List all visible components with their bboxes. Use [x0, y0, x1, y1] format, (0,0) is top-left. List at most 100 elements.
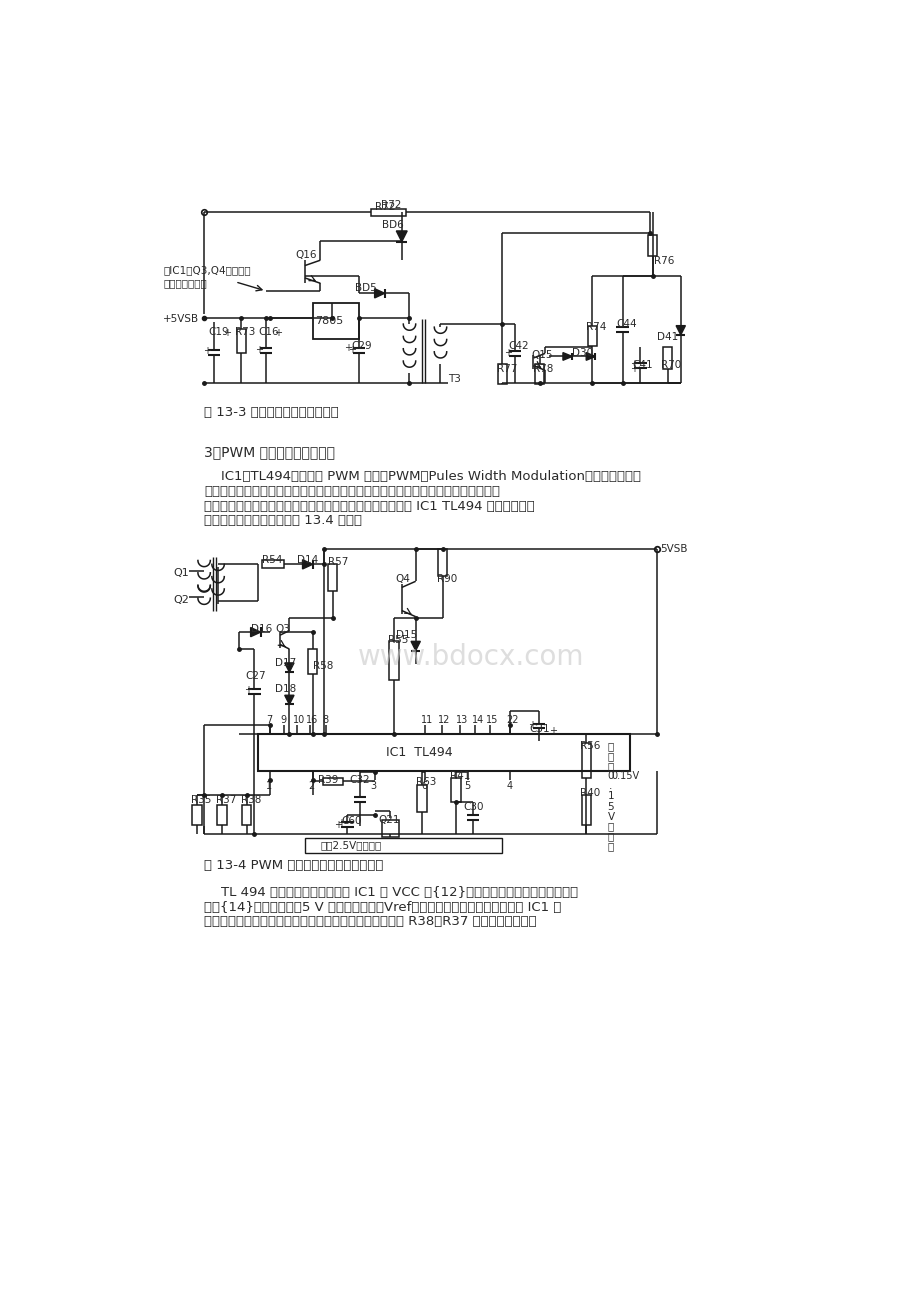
Bar — [648, 234, 657, 256]
Text: D15: D15 — [396, 630, 417, 639]
Polygon shape — [675, 326, 685, 335]
Text: 15: 15 — [486, 715, 498, 725]
Bar — [308, 648, 317, 673]
Bar — [262, 560, 284, 568]
Text: R72: R72 — [380, 201, 401, 210]
Bar — [312, 302, 358, 340]
Text: +: + — [336, 818, 345, 828]
Text: 及推动组件供电: 及推动组件供电 — [163, 277, 207, 288]
Text: 7805: 7805 — [314, 315, 343, 326]
Text: www.bdocx.com: www.bdocx.com — [357, 643, 584, 671]
Text: D30: D30 — [572, 348, 593, 358]
Bar — [328, 564, 337, 591]
Text: +: + — [244, 685, 252, 695]
Text: Q16: Q16 — [295, 250, 317, 260]
Text: C19: C19 — [208, 327, 229, 337]
Text: 约: 约 — [607, 762, 614, 772]
Bar — [581, 743, 590, 777]
Text: +: + — [334, 820, 342, 829]
Bar — [497, 365, 506, 384]
Polygon shape — [284, 663, 294, 672]
Polygon shape — [562, 353, 572, 361]
Text: .: . — [608, 781, 612, 792]
Text: D17: D17 — [275, 659, 296, 668]
Text: R54: R54 — [262, 555, 282, 565]
Text: 向IC1及Q3,Q4脉宽调制: 向IC1及Q3,Q4脉宽调制 — [163, 266, 250, 276]
Text: 12: 12 — [437, 715, 450, 725]
Text: C31: C31 — [529, 724, 550, 734]
Text: T3: T3 — [448, 374, 460, 384]
Text: 建: 建 — [607, 741, 614, 751]
Text: +: + — [344, 344, 351, 353]
Polygon shape — [250, 628, 260, 637]
Text: C16: C16 — [258, 327, 278, 337]
Text: 4: 4 — [505, 781, 512, 790]
Text: Q2: Q2 — [173, 595, 188, 605]
Text: BD6: BD6 — [382, 220, 403, 230]
Text: R90: R90 — [437, 574, 457, 585]
Text: C27: C27 — [245, 671, 266, 681]
Text: C29: C29 — [351, 341, 371, 352]
Text: 建立2.5V基准电平: 建立2.5V基准电平 — [320, 840, 381, 850]
Text: C60: C60 — [341, 816, 361, 827]
Text: Q1: Q1 — [173, 568, 188, 578]
Text: 1: 1 — [607, 792, 614, 802]
Text: 电: 电 — [607, 832, 614, 841]
Text: D18: D18 — [275, 684, 296, 694]
Text: 2: 2 — [309, 781, 314, 790]
Text: +: + — [274, 328, 281, 339]
Bar — [451, 779, 460, 802]
Text: R41: R41 — [449, 771, 470, 781]
Text: C32: C32 — [348, 775, 369, 785]
Text: R74: R74 — [585, 322, 606, 332]
Text: 5: 5 — [463, 781, 470, 790]
Text: C30: C30 — [463, 802, 483, 811]
Text: +: + — [203, 346, 211, 357]
Text: IC1  TL494: IC1 TL494 — [386, 746, 452, 759]
Text: 6: 6 — [421, 781, 426, 790]
Text: +: + — [549, 727, 556, 736]
Bar — [236, 329, 245, 353]
Text: R35: R35 — [191, 796, 211, 806]
Bar — [663, 348, 672, 368]
Bar — [389, 642, 398, 680]
Bar — [217, 805, 226, 824]
Text: R57: R57 — [328, 557, 348, 566]
Text: Q21: Q21 — [378, 815, 400, 824]
Polygon shape — [374, 289, 384, 298]
Text: 平: 平 — [607, 841, 614, 852]
Text: 13: 13 — [456, 715, 468, 725]
Text: +: + — [630, 365, 638, 374]
Bar — [370, 208, 405, 216]
Bar — [587, 326, 596, 345]
Text: TL 494 的简单工作原理是：当 IC1 的 VCC 端{12}脚得电后，部基准电源即从其输: TL 494 的简单工作原理是：当 IC1 的 VCC 端{12}脚得电后，部基… — [204, 887, 578, 900]
Text: 路，其功能是检测输出直流电压，与基准电压比较，进行放大，控制振荡器的脉冲宽: 路，其功能是检测输出直流电压，与基准电压比较，进行放大，控制振荡器的脉冲宽 — [204, 486, 500, 499]
Polygon shape — [284, 695, 294, 704]
Text: C41: C41 — [632, 359, 652, 370]
Text: 3、PWM 脉宽调制及推动电路: 3、PWM 脉宽调制及推动电路 — [204, 445, 335, 460]
Text: 度，从而控制推挽开关电路以保持输出电压的稳定，主要由 IC1 TL494 及周围元件组: 度，从而控制推挽开关电路以保持输出电压的稳定，主要由 IC1 TL494 及周围… — [204, 500, 534, 513]
Text: Q4: Q4 — [395, 574, 410, 585]
Text: 5VSB: 5VSB — [660, 544, 687, 555]
Bar — [535, 365, 544, 384]
Text: 5: 5 — [607, 802, 614, 811]
Text: Q3: Q3 — [275, 625, 290, 634]
Text: R72: R72 — [374, 202, 394, 212]
Text: R56: R56 — [579, 741, 600, 751]
Text: BD5: BD5 — [355, 284, 377, 293]
Text: 件的各控制端建立起它们各自的参考基准电平：一路经由 R38、R37 组成的分压器为部: 件的各控制端建立起它们各自的参考基准电平：一路经由 R38、R37 组成的分压器… — [204, 915, 536, 928]
Bar — [258, 734, 630, 771]
Text: +: + — [255, 345, 263, 354]
Text: 10: 10 — [293, 715, 305, 725]
Text: +: + — [223, 328, 232, 339]
Text: +: + — [348, 345, 356, 354]
Bar — [192, 805, 201, 824]
Text: 低: 低 — [607, 822, 614, 832]
Text: 16: 16 — [306, 715, 318, 725]
Text: R37: R37 — [216, 796, 236, 806]
Text: R38: R38 — [240, 796, 261, 806]
Text: +: + — [528, 720, 536, 730]
Text: 1: 1 — [266, 781, 272, 790]
Text: R40: R40 — [579, 788, 599, 798]
Text: D16: D16 — [250, 625, 272, 634]
